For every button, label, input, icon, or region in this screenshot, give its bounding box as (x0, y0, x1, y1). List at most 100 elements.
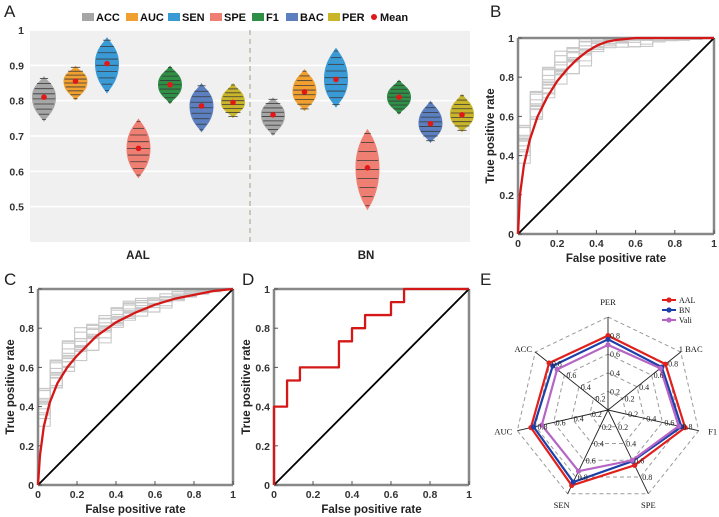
chance-diagonal (517, 37, 715, 235)
violin-mean-dot (364, 165, 371, 171)
radar-point (575, 468, 582, 474)
panel-a-label: A (4, 2, 16, 21)
panel-d: D 00 0.2 0.2 0.4 0.4 0.6 0.6 0.8 0.8 1 1 False posi… (241, 270, 472, 516)
x-tick-label: 0.6 (384, 489, 399, 501)
y-tick-label: 0.4 (499, 151, 514, 163)
radar-tick-label: 0.4 (594, 440, 604, 449)
x-tick-label: 0 (35, 489, 41, 501)
y-tick-label: 0.4 (19, 402, 34, 414)
legend-swatch-sen (168, 13, 180, 21)
x-axis-label: False positive rate (566, 253, 666, 265)
panel-a-ytick-label: 0.6 (9, 166, 24, 178)
radar-tick-label: 0.2 (628, 410, 638, 419)
radar-point (531, 424, 537, 430)
violin-mean-dot (230, 99, 236, 106)
radar-point (632, 462, 638, 468)
y-tick-label: 0.8 (19, 323, 34, 335)
legend-label-bac: BAC (300, 12, 324, 24)
radar-point (605, 333, 611, 339)
radar-ring (516, 316, 700, 495)
roc-curve (272, 287, 469, 485)
radar-ring (589, 390, 627, 428)
violin-mean-dot (167, 81, 173, 88)
x-tick-label: 0.2 (550, 238, 565, 250)
violin-bn-per (450, 93, 474, 133)
radar-legend-label-vali: Vali (679, 316, 693, 325)
y-tick-label: 0.2 (499, 190, 514, 202)
chance-diagonal (273, 288, 470, 486)
radar-point (629, 457, 635, 463)
radar-tick-label: 0.4 (639, 383, 649, 392)
violin-aal-sen (95, 37, 119, 94)
panel-a: A 0.5 0.6 0.7 0.8 0.9 1 ACC AUC SEN SPE F1 BAC PER M… (4, 2, 474, 262)
radar-legend-label-aal: AAL (679, 296, 696, 305)
panel-d-label: D (242, 270, 254, 289)
y-tick-label: 1 (508, 33, 514, 45)
violin-bn-auc (292, 68, 317, 112)
violin-mean-dot (198, 103, 205, 109)
radar-tick-label: 0.8 (642, 473, 652, 482)
violin-bn-sen (324, 47, 348, 108)
radar-tick-label: 0.4 (610, 369, 620, 378)
violin-mean-dot (459, 112, 465, 118)
violin-aal-spe (126, 118, 151, 179)
radar-series-bn (532, 338, 683, 484)
y-tick-label: 0.2 (255, 441, 270, 453)
radar-tick-label: 0.2 (625, 394, 635, 403)
violin-mean-dot (135, 145, 142, 152)
x-tick-label: 1 (466, 489, 472, 501)
violin-aal-auc (63, 65, 88, 101)
violin-mean-dot (301, 89, 308, 95)
radar-tick-label: 0.8 (683, 423, 693, 432)
radar-point (662, 361, 669, 367)
violin-bn-spe (355, 128, 380, 211)
violin-bn-bac (418, 100, 443, 144)
radar-tick-label: 0.4 (626, 440, 636, 449)
radar-point (676, 423, 682, 429)
panel-a-ytick-label: 0.7 (9, 131, 24, 143)
x-tick-label: 0.6 (148, 489, 163, 501)
radar-ring (553, 353, 663, 461)
violin-mean-dot (427, 120, 434, 127)
radar-axis-label-auc: AUC (494, 427, 512, 437)
radar-point (539, 422, 545, 428)
y-axis-label: True positive rate (241, 339, 253, 434)
y-tick-label: 0.6 (255, 362, 270, 374)
radar-tick-label: 0.6 (566, 371, 576, 380)
radar-axis-label-sen: SEN (554, 500, 570, 510)
group-labels: AAL BN (126, 250, 374, 262)
panel-a-ytick-label: 0.8 (9, 96, 24, 108)
y-tick-label: 1 (28, 284, 34, 296)
radar-point (570, 479, 576, 485)
radar-tick-label: 0.6 (556, 418, 566, 427)
radar-tick-label: 0.6 (634, 456, 644, 465)
radar-tick-label: 0.6 (664, 418, 674, 427)
radar-tick-label: 0.4 (581, 383, 591, 392)
y-tick-label: 0.6 (19, 362, 34, 374)
legend-swatch-auc (126, 13, 138, 21)
violins (32, 37, 474, 211)
y-axis-label: True positive rate (485, 88, 497, 183)
violin-mean-dot (41, 94, 47, 100)
radar-series-aal (529, 334, 687, 487)
legend-label-acc: ACC (96, 12, 120, 24)
panel-b-label: B (490, 2, 501, 21)
radar-axis-label-bac: 1 BAC (679, 344, 703, 354)
x-tick-label: 0.8 (667, 238, 682, 250)
violin-mean-dot (72, 78, 79, 85)
radar-point (605, 336, 611, 342)
radar-tick-label: 0.8 (668, 360, 678, 369)
violin-aal-acc (32, 75, 56, 122)
violin-mean-dot (396, 94, 402, 100)
x-tick-label: 0.2 (70, 489, 85, 501)
radar-series-vali (540, 343, 681, 473)
legend-swatch-f1 (252, 13, 264, 21)
violin-bn-f1 (387, 79, 411, 115)
y-tick-label: 0.2 (19, 441, 34, 453)
radar-tick-label: 0.2 (595, 394, 605, 403)
violin-aal-bac (189, 83, 214, 133)
violin-aal-f1 (158, 65, 182, 105)
panel-a-ytick-label: 1 (18, 25, 24, 37)
